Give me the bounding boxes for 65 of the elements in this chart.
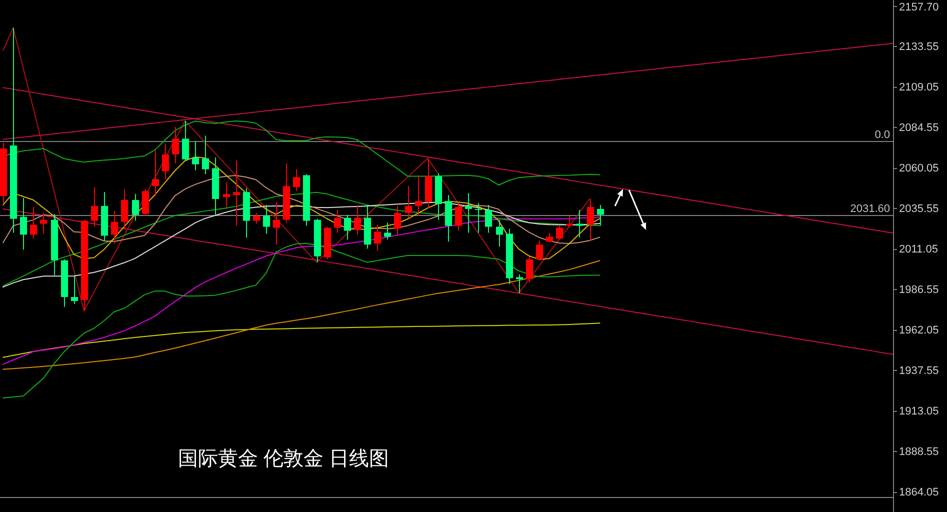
y-tick-label: 1888.55: [899, 446, 939, 458]
candlestick: [354, 204, 362, 236]
line-series: [2, 27, 590, 312]
candlestick: [576, 209, 584, 238]
candlestick: [454, 202, 462, 232]
candlestick: [132, 194, 140, 222]
candlestick: [516, 274, 524, 294]
candlestick: [586, 198, 594, 242]
candlestick: [162, 143, 170, 180]
candlestick: [374, 224, 382, 252]
y-tick-label: 2011.05: [899, 244, 938, 256]
y-tick-label: 2109.05: [899, 82, 939, 94]
candlestick: [384, 222, 392, 240]
candlestick: [110, 210, 118, 244]
candlestick: [464, 192, 472, 234]
candlestick: [30, 206, 38, 240]
candlestick: [484, 204, 492, 234]
candlestick: [556, 225, 564, 240]
candlestick: [172, 126, 180, 164]
candlestick: [142, 188, 150, 216]
candlestick: [90, 186, 98, 228]
candlestick: [596, 204, 604, 226]
line-series: [2, 175, 600, 244]
y-tick-label: 2084.55: [899, 122, 939, 134]
y-tick-label: 2035.55: [899, 203, 939, 216]
candlestick: [222, 182, 230, 208]
candlestick: [152, 150, 160, 197]
y-tick-label: 2060.05: [899, 162, 939, 175]
candlestick: [334, 209, 342, 234]
candlestick: [566, 215, 574, 228]
y-tick-label: 1937.55: [899, 365, 939, 378]
candlestick: [252, 212, 260, 224]
y-tick-label: 1986.55: [899, 284, 939, 296]
line-series: [2, 156, 600, 260]
y-tick-label: 2133.55: [899, 41, 939, 54]
line-series: [2, 322, 600, 358]
candlestick: [192, 141, 200, 171]
candlestick: [526, 256, 534, 283]
y-tick-label: 2157.70: [899, 1, 939, 14]
candlestick: [232, 160, 240, 226]
candlestick: [182, 120, 190, 162]
candlestick: [20, 198, 28, 250]
candlestick: [536, 240, 544, 261]
candlestick: [546, 232, 554, 244]
y-tick-label: 1962.05: [899, 324, 939, 337]
candlestick: [474, 202, 482, 234]
candlestick: [262, 204, 270, 234]
text: 国际黄金 伦敦金 日线图: [178, 448, 390, 470]
line-series: [2, 242, 600, 398]
candlestick: [496, 219, 504, 248]
candlestick: [202, 135, 210, 175]
candlestick: [414, 174, 422, 216]
annotation: 0.0: [874, 129, 890, 141]
candlestick: [272, 201, 280, 246]
candlestick: [40, 212, 48, 234]
candlestick: [292, 168, 300, 192]
candlestick: [70, 274, 78, 304]
candlestick: [120, 188, 128, 230]
ref-line-label: 2031.60: [850, 203, 890, 215]
y-tick-label: 1864.05: [899, 486, 939, 499]
candlestick: [404, 186, 412, 218]
line-series: [2, 260, 600, 370]
candlestick: [344, 214, 352, 240]
candlestick: [394, 205, 402, 236]
y-tick-label: 1913.05: [899, 406, 939, 418]
